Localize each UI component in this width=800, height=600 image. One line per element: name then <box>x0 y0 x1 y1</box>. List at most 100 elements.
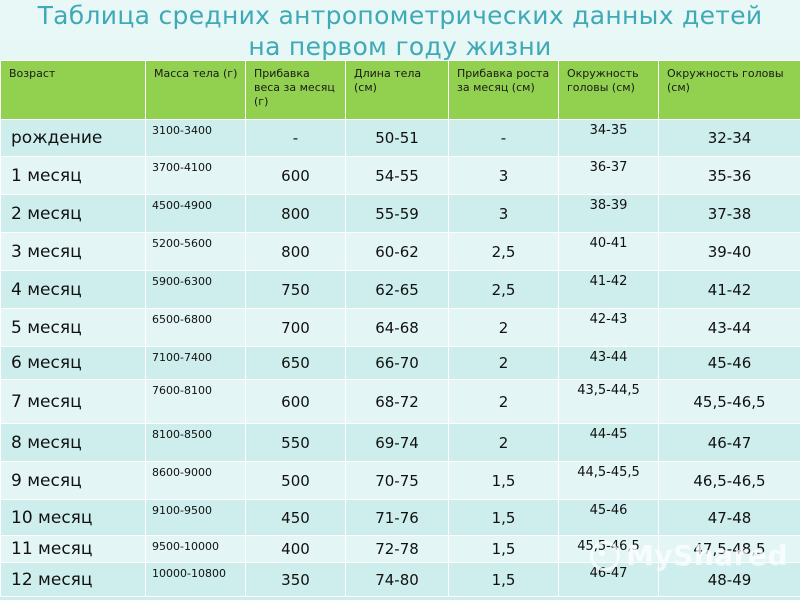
cell-head-circ-1: 44,5-45,5 <box>558 461 659 500</box>
cell-age: 11 месяц <box>0 535 146 563</box>
cell-age: 2 месяц <box>0 194 146 233</box>
cell-weight: 7600-8100 <box>145 379 246 424</box>
cell-weight-gain: 750 <box>245 270 346 309</box>
table-row: 10 месяц 9100-9500 450 71-76 1,5 45-46 4… <box>0 499 800 536</box>
cell-head-circ-2: 46-47 <box>658 423 800 462</box>
cell-weight-gain: 350 <box>245 562 346 597</box>
watermark-logo-icon <box>590 540 621 571</box>
table-row: 7 месяц 7600-8100 600 68-72 2 43,5-44,5 … <box>0 379 800 424</box>
cell-length: 72-78 <box>345 535 449 563</box>
cell-age: 12 месяц <box>0 562 146 597</box>
table-row: 12 месяц 10000-10800 350 74-80 1,5 46-47… <box>0 562 800 597</box>
header-row: Возраст Масса тела (г) Прибавка веса за … <box>0 60 800 120</box>
cell-length-gain: 3 <box>448 194 559 233</box>
title-line-1: Таблица средних антропометрических данны… <box>37 1 763 30</box>
cell-age: 4 месяц <box>0 270 146 309</box>
cell-age: 10 месяц <box>0 499 146 536</box>
cell-length-gain: 1,5 <box>448 461 559 500</box>
header-weight-gain: Прибавка веса за месяц (г) <box>245 60 346 120</box>
cell-head-circ-1: 34-35 <box>558 119 659 157</box>
cell-weight-gain: - <box>245 119 346 157</box>
cell-weight-gain: 400 <box>245 535 346 563</box>
cell-weight-gain: 650 <box>245 346 346 380</box>
cell-head-circ-2: 47-48 <box>658 499 800 536</box>
cell-length-gain: 1,5 <box>448 562 559 597</box>
cell-age: 7 месяц <box>0 379 146 424</box>
cell-length-gain: 2 <box>448 423 559 462</box>
cell-head-circ-1: 42-43 <box>558 308 659 347</box>
cell-length-gain: 2,5 <box>448 270 559 309</box>
cell-length-gain: 1,5 <box>448 499 559 536</box>
cell-weight: 7100-7400 <box>145 346 246 380</box>
cell-length-gain: 3 <box>448 156 559 195</box>
cell-weight: 8100-8500 <box>145 423 246 462</box>
title-line-2: на первом году жизни <box>248 32 552 61</box>
table-row: 5 месяц 6500-6800 700 64-68 2 42-43 43-4… <box>0 308 800 347</box>
cell-length: 50-51 <box>345 119 449 157</box>
cell-age: 5 месяц <box>0 308 146 347</box>
cell-length: 55-59 <box>345 194 449 233</box>
cell-head-circ-2: 43-44 <box>658 308 800 347</box>
table-row: 4 месяц 5900-6300 750 62-65 2,5 41-42 41… <box>0 270 800 309</box>
cell-age: рождение <box>0 119 146 157</box>
cell-weight-gain: 500 <box>245 461 346 500</box>
cell-length-gain: - <box>448 119 559 157</box>
watermark: MyShared <box>590 539 788 572</box>
cell-length: 71-76 <box>345 499 449 536</box>
table-row: 2 месяц 4500-4900 800 55-59 3 38-39 37-3… <box>0 194 800 233</box>
table-row: 6 месяц 7100-7400 650 66-70 2 43-44 45-4… <box>0 346 800 380</box>
cell-length-gain: 2 <box>448 379 559 424</box>
cell-length: 66-70 <box>345 346 449 380</box>
cell-weight: 5200-5600 <box>145 232 246 271</box>
cell-length-gain: 2 <box>448 308 559 347</box>
cell-age: 9 месяц <box>0 461 146 500</box>
page-title: Таблица средних антропометрических данны… <box>0 0 800 62</box>
table-row: 9 месяц 8600-9000 500 70-75 1,5 44,5-45,… <box>0 461 800 500</box>
cell-head-circ-2: 41-42 <box>658 270 800 309</box>
cell-weight: 9100-9500 <box>145 499 246 536</box>
cell-head-circ-1: 43,5-44,5 <box>558 379 659 424</box>
cell-weight-gain: 600 <box>245 379 346 424</box>
cell-length: 70-75 <box>345 461 449 500</box>
anthropometric-table: Возраст Масса тела (г) Прибавка веса за … <box>0 60 800 597</box>
cell-length-gain: 2,5 <box>448 232 559 271</box>
cell-weight: 5900-6300 <box>145 270 246 309</box>
table-row: рождение 3100-3400 - 50-51 - 34-35 32-34 <box>0 119 800 157</box>
cell-head-circ-2: 48-49 <box>658 562 800 597</box>
cell-age: 8 месяц <box>0 423 146 462</box>
cell-length: 54-55 <box>345 156 449 195</box>
cell-head-circ-1: 44-45 <box>558 423 659 462</box>
cell-length: 68-72 <box>345 379 449 424</box>
cell-weight-gain: 700 <box>245 308 346 347</box>
cell-length: 64-68 <box>345 308 449 347</box>
cell-weight: 4500-4900 <box>145 194 246 233</box>
table-body: рождение 3100-3400 - 50-51 - 34-35 32-34… <box>0 119 800 597</box>
cell-weight: 6500-6800 <box>145 308 246 347</box>
cell-weight: 3700-4100 <box>145 156 246 195</box>
cell-age: 1 месяц <box>0 156 146 195</box>
cell-weight: 8600-9000 <box>145 461 246 500</box>
header-length-gain: Прибавка роста за месяц (см) <box>448 60 559 120</box>
header-age: Возраст <box>0 60 146 120</box>
cell-age: 3 месяц <box>0 232 146 271</box>
cell-head-circ-2: 46,5-46,5 <box>658 461 800 500</box>
cell-weight-gain: 600 <box>245 156 346 195</box>
cell-length: 60-62 <box>345 232 449 271</box>
cell-head-circ-2: 39-40 <box>658 232 800 271</box>
cell-head-circ-2: 32-34 <box>658 119 800 157</box>
cell-length-gain: 1,5 <box>448 535 559 563</box>
cell-weight-gain: 450 <box>245 499 346 536</box>
cell-length: 62-65 <box>345 270 449 309</box>
cell-weight: 3100-3400 <box>145 119 246 157</box>
cell-head-circ-2: 47,5-48,5 <box>658 535 800 563</box>
cell-head-circ-1: 36-37 <box>558 156 659 195</box>
cell-head-circ-1: 45-46 <box>558 499 659 536</box>
cell-length: 69-74 <box>345 423 449 462</box>
table-row: 3 месяц 5200-5600 800 60-62 2,5 40-41 39… <box>0 232 800 271</box>
cell-age: 6 месяц <box>0 346 146 380</box>
cell-weight-gain: 800 <box>245 232 346 271</box>
cell-head-circ-1: 41-42 <box>558 270 659 309</box>
cell-head-circ-2: 37-38 <box>658 194 800 233</box>
cell-weight-gain: 800 <box>245 194 346 233</box>
table-row: 8 месяц 8100-8500 550 69-74 2 44-45 46-4… <box>0 423 800 462</box>
